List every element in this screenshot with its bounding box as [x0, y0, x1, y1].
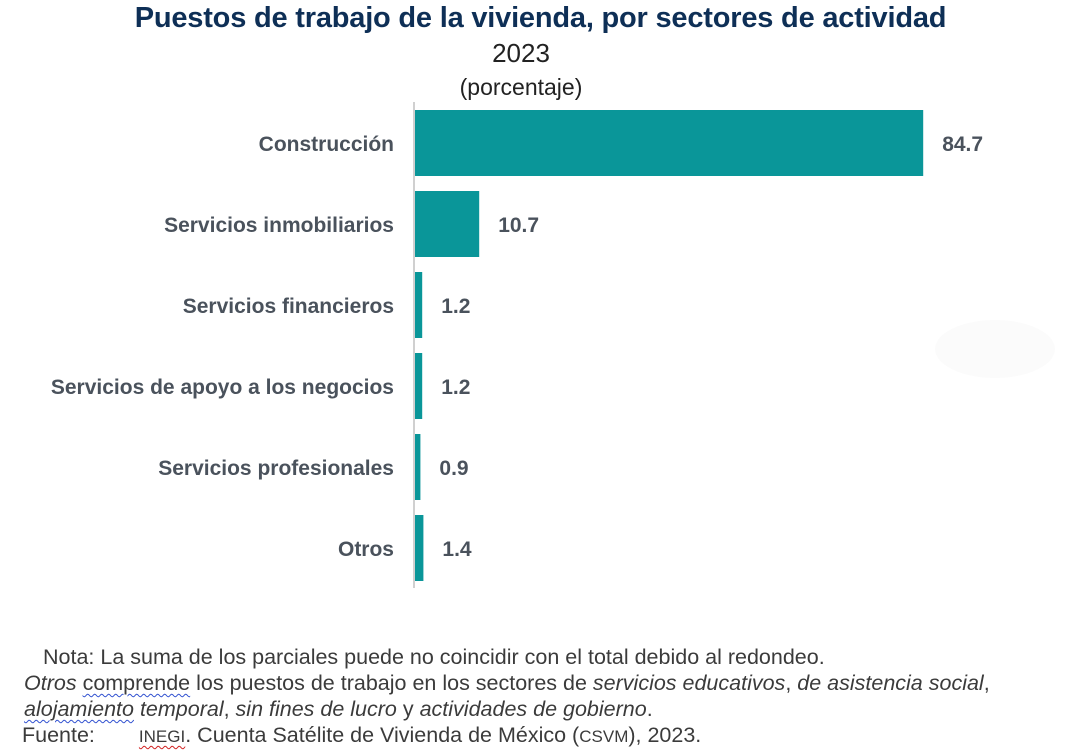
note-period: .	[646, 697, 653, 721]
note-lucro: sin fines de lucro	[235, 697, 397, 721]
value-label-3: 1.2	[441, 376, 470, 399]
bar-0	[415, 110, 924, 176]
category-label-0: Construcción	[259, 133, 394, 156]
note-educativos: servicios educativos	[592, 671, 786, 695]
source-text: . Cuenta Satélite de Vivienda de México …	[185, 723, 580, 747]
category-label-2: Servicios financieros	[183, 295, 394, 318]
note-comma: ,	[785, 671, 798, 695]
note-temporal: temporal	[133, 697, 224, 721]
value-label-4: 0.9	[439, 457, 468, 480]
chart-notes: Nota: La suma de los parciales puede no …	[22, 644, 990, 750]
category-label-4: Servicios profesionales	[158, 457, 394, 480]
bar-1	[415, 191, 480, 257]
decorative-blob	[935, 320, 1055, 378]
source-label: Fuente:	[22, 723, 95, 747]
note-otros: Otros	[24, 671, 77, 695]
source-text-end: ), 2023.	[628, 723, 702, 747]
bar-2	[415, 272, 423, 338]
bar-3	[415, 353, 423, 419]
note-line-otros: Otros comprende los puestos de trabajo e…	[24, 670, 990, 696]
category-label-3: Servicios de apoyo a los negocios	[51, 376, 394, 399]
note-line-rounding: Nota: La suma de los parciales puede no …	[43, 645, 825, 669]
source-csvm: CSVM	[579, 727, 629, 746]
note-comma: ,	[983, 671, 990, 695]
note-gobierno: actividades de gobierno	[419, 697, 647, 721]
chart-unit-label: (porcentaje)	[459, 74, 583, 100]
note-line-otros-cont: alojamiento temporal, sin fines de lucro…	[24, 696, 990, 722]
note-alojamiento: alojamiento	[24, 697, 134, 721]
chart-subtitle-year: 2023	[492, 38, 550, 68]
category-label-5: Otros	[338, 538, 394, 561]
note-text: los puestos de trabajo en los sectores d…	[190, 671, 593, 695]
note-y: y	[396, 697, 420, 721]
bar-5	[415, 515, 424, 581]
value-label-5: 1.4	[442, 538, 472, 561]
source-line: Fuente: INEGI. Cuenta Satélite de Viviend…	[22, 722, 990, 750]
note-asistencia: de asistencia social	[797, 671, 984, 695]
bar-chart: Construcción 84.7 Servicios inmobiliarios 1…	[51, 102, 983, 588]
value-label-2: 1.2	[441, 295, 470, 318]
bar-4	[415, 434, 421, 500]
value-label-0: 84.7	[942, 133, 983, 156]
chart-title: Puestos de trabajo de la vivienda, por s…	[134, 2, 947, 34]
category-label-1: Servicios inmobiliarios	[164, 214, 394, 237]
source-inegi: INEGI	[138, 727, 186, 746]
bars-group: Construcción 84.7 Servicios inmobiliarios 1…	[51, 110, 983, 581]
note-comprende: comprende	[82, 671, 191, 695]
note-comma: ,	[223, 697, 236, 721]
value-label-1: 10.7	[498, 214, 539, 237]
